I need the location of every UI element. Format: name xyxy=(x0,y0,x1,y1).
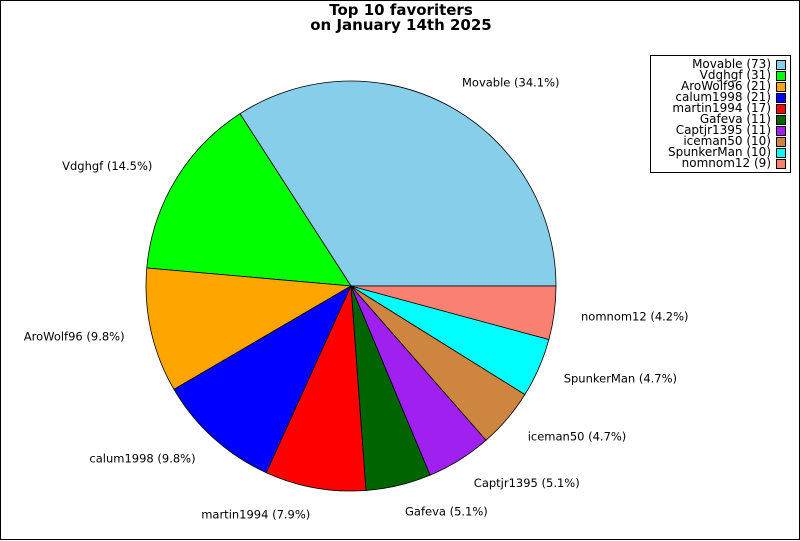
legend-swatch xyxy=(776,158,786,169)
legend: Movable (73) Vdghgf (31) AroWolf96 (21) cal… xyxy=(650,55,791,173)
legend-item: Captjr1395 (11) xyxy=(651,123,786,137)
legend-label: Gafeva (11) xyxy=(699,112,771,126)
slice-label: Vdghgf (14.5%) xyxy=(62,159,152,173)
legend-swatch xyxy=(776,59,786,70)
legend-label: nomnom12 (9) xyxy=(681,156,771,170)
legend-swatch xyxy=(776,125,786,136)
legend-label: AroWolf96 (21) xyxy=(681,79,771,93)
legend-item: Vdghgf (31) xyxy=(651,68,786,82)
legend-label: SpunkerMan (10) xyxy=(667,145,771,159)
legend-item: Gafeva (11) xyxy=(651,112,786,126)
legend-swatch xyxy=(776,81,786,92)
pie-slice xyxy=(239,80,557,287)
slice-label: AroWolf96 (9.8%) xyxy=(24,330,125,344)
pie-slice xyxy=(173,285,352,474)
legend-item: nomnom12 (9) xyxy=(651,156,786,170)
legend-item: SpunkerMan (10) xyxy=(651,145,786,159)
legend-swatch xyxy=(776,92,786,103)
chart-title: Top 10 favoriters xyxy=(329,1,473,19)
pie-slice xyxy=(146,113,352,287)
legend-label: Vdghgf (31) xyxy=(699,68,771,82)
pie-slice xyxy=(265,285,367,492)
legend-label: Movable (73) xyxy=(692,57,771,71)
slice-label: martin1994 (7.9%) xyxy=(201,507,310,521)
legend-swatch xyxy=(776,103,786,114)
slice-label: Gafeva (5.1%) xyxy=(405,505,488,519)
chart-subtitle: on January 14th 2025 xyxy=(310,16,492,34)
legend-swatch xyxy=(776,136,786,147)
slice-label: nomnom12 (4.2%) xyxy=(581,310,689,324)
legend-swatch xyxy=(776,147,786,158)
legend-swatch xyxy=(776,114,786,125)
legend-item: martin1994 (17) xyxy=(651,101,786,115)
slice-label: SpunkerMan (4.7%) xyxy=(564,372,677,386)
legend-item: iceman50 (10) xyxy=(651,134,786,148)
legend-label: calum1998 (21) xyxy=(675,90,771,104)
pie-slice xyxy=(350,285,557,341)
pie-slice xyxy=(145,267,353,390)
legend-item: AroWolf96 (21) xyxy=(651,79,786,93)
legend-label: Captjr1395 (11) xyxy=(675,123,771,137)
legend-label: iceman50 (10) xyxy=(683,134,771,148)
chart-title-block: Top 10 favoriters on January 14th 2025 xyxy=(1,3,800,33)
legend-item: Movable (73) xyxy=(651,57,786,71)
legend-swatch xyxy=(776,70,786,81)
slice-label: Captjr1395 (5.1%) xyxy=(474,476,580,490)
legend-label: martin1994 (17) xyxy=(672,101,771,115)
slice-label: Movable (34.1%) xyxy=(462,75,560,89)
slice-label: iceman50 (4.7%) xyxy=(528,429,627,443)
slice-label: calum1998 (9.8%) xyxy=(89,451,195,465)
legend-item: calum1998 (21) xyxy=(651,90,786,104)
